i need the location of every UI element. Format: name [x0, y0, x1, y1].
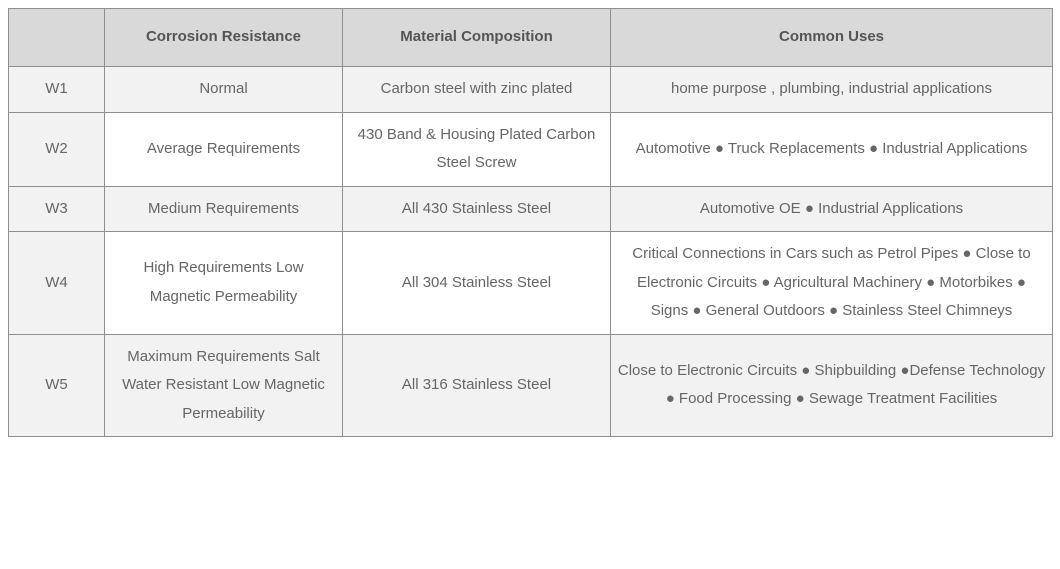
cell-uses: home purpose , plumbing, industrial appl… — [611, 67, 1053, 113]
cell-id: W4 — [9, 232, 105, 335]
cell-uses: Critical Connections in Cars such as Pet… — [611, 232, 1053, 335]
cell-id: W1 — [9, 67, 105, 113]
table-row: W4 High Requirements Low Magnetic Permea… — [9, 232, 1053, 335]
cell-material: All 430 Stainless Steel — [343, 186, 611, 232]
col-header-uses: Common Uses — [611, 9, 1053, 67]
cell-material: All 316 Stainless Steel — [343, 334, 611, 437]
cell-corrosion: Maximum Requirements Salt Water Resistan… — [105, 334, 343, 437]
cell-uses: Automotive ● Truck Replacements ● Indust… — [611, 112, 1053, 186]
cell-material: 430 Band & Housing Plated Carbon Steel S… — [343, 112, 611, 186]
cell-material: Carbon steel with zinc plated — [343, 67, 611, 113]
materials-table: Corrosion Resistance Material Compositio… — [8, 8, 1053, 437]
table-row: W1 Normal Carbon steel with zinc plated … — [9, 67, 1053, 113]
cell-uses: Close to Electronic Circuits ● Shipbuild… — [611, 334, 1053, 437]
table-row: W5 Maximum Requirements Salt Water Resis… — [9, 334, 1053, 437]
cell-corrosion: High Requirements Low Magnetic Permeabil… — [105, 232, 343, 335]
cell-corrosion: Average Requirements — [105, 112, 343, 186]
cell-id: W3 — [9, 186, 105, 232]
cell-corrosion: Medium Requirements — [105, 186, 343, 232]
table-row: W3 Medium Requirements All 430 Stainless… — [9, 186, 1053, 232]
col-header-corrosion: Corrosion Resistance — [105, 9, 343, 67]
col-header-material: Material Composition — [343, 9, 611, 67]
cell-uses: Automotive OE ● Industrial Applications — [611, 186, 1053, 232]
col-header-blank — [9, 9, 105, 67]
table-row: W2 Average Requirements 430 Band & Housi… — [9, 112, 1053, 186]
cell-id: W2 — [9, 112, 105, 186]
table-body: W1 Normal Carbon steel with zinc plated … — [9, 67, 1053, 437]
cell-id: W5 — [9, 334, 105, 437]
cell-corrosion: Normal — [105, 67, 343, 113]
table-header-row: Corrosion Resistance Material Compositio… — [9, 9, 1053, 67]
cell-material: All 304 Stainless Steel — [343, 232, 611, 335]
